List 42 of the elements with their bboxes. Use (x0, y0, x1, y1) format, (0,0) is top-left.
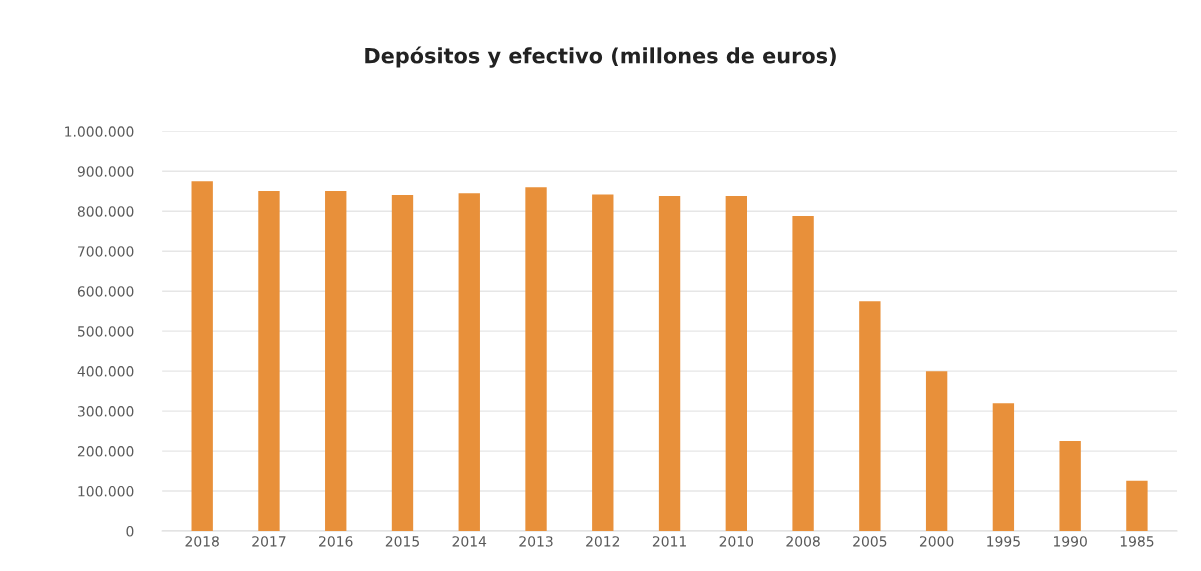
x-tick-label: 1995 (987, 536, 1020, 547)
y-tick-label: 1.000.000 (65, 126, 134, 137)
y-tick-label: 200.000 (77, 446, 134, 457)
bar (992, 403, 1015, 532)
x-tick-label: 2015 (385, 536, 419, 547)
x-tick-label: 2014 (452, 536, 487, 547)
y-tick-label: 500.000 (77, 326, 134, 337)
bar (925, 371, 948, 532)
bar (1059, 441, 1081, 532)
bar (1126, 480, 1148, 532)
y-tick-label: 0 (126, 526, 134, 537)
y-tick-label: 800.000 (77, 206, 134, 217)
bar (191, 181, 213, 532)
y-tick-label: 600.000 (77, 286, 134, 297)
chart-title: Depósitos y efectivo (millones de euros) (365, 46, 836, 68)
bar (658, 196, 681, 532)
bar (725, 196, 748, 532)
bar (391, 194, 414, 532)
bar (258, 190, 280, 532)
x-tick-label: 2018 (185, 536, 219, 547)
y-tick-label: 900.000 (77, 166, 134, 177)
bar (859, 301, 881, 532)
x-tick-label: 2000 (919, 536, 954, 547)
y-tick-label: 100.000 (78, 486, 134, 497)
x-tick-label: 2012 (586, 536, 620, 547)
y-tick-label: 400.000 (77, 366, 134, 377)
x-tick-label: 2010 (719, 536, 754, 547)
x-tick-label: 2016 (319, 536, 353, 547)
bar (592, 194, 614, 532)
bar (525, 187, 547, 532)
x-tick-label: 2005 (853, 536, 887, 547)
bar (325, 190, 347, 532)
x-tick-label: 2017 (252, 536, 286, 547)
y-tick-label: 700.000 (78, 246, 134, 257)
x-tick-label: 2008 (786, 536, 820, 547)
y-tick-label: 300.000 (77, 406, 134, 417)
x-tick-label: 1990 (1054, 536, 1087, 547)
x-tick-label: 2011 (652, 536, 686, 547)
bar (458, 193, 480, 532)
x-tick-label: 2013 (519, 536, 553, 547)
x-tick-label: 1985 (1120, 536, 1154, 547)
bar (792, 216, 814, 532)
